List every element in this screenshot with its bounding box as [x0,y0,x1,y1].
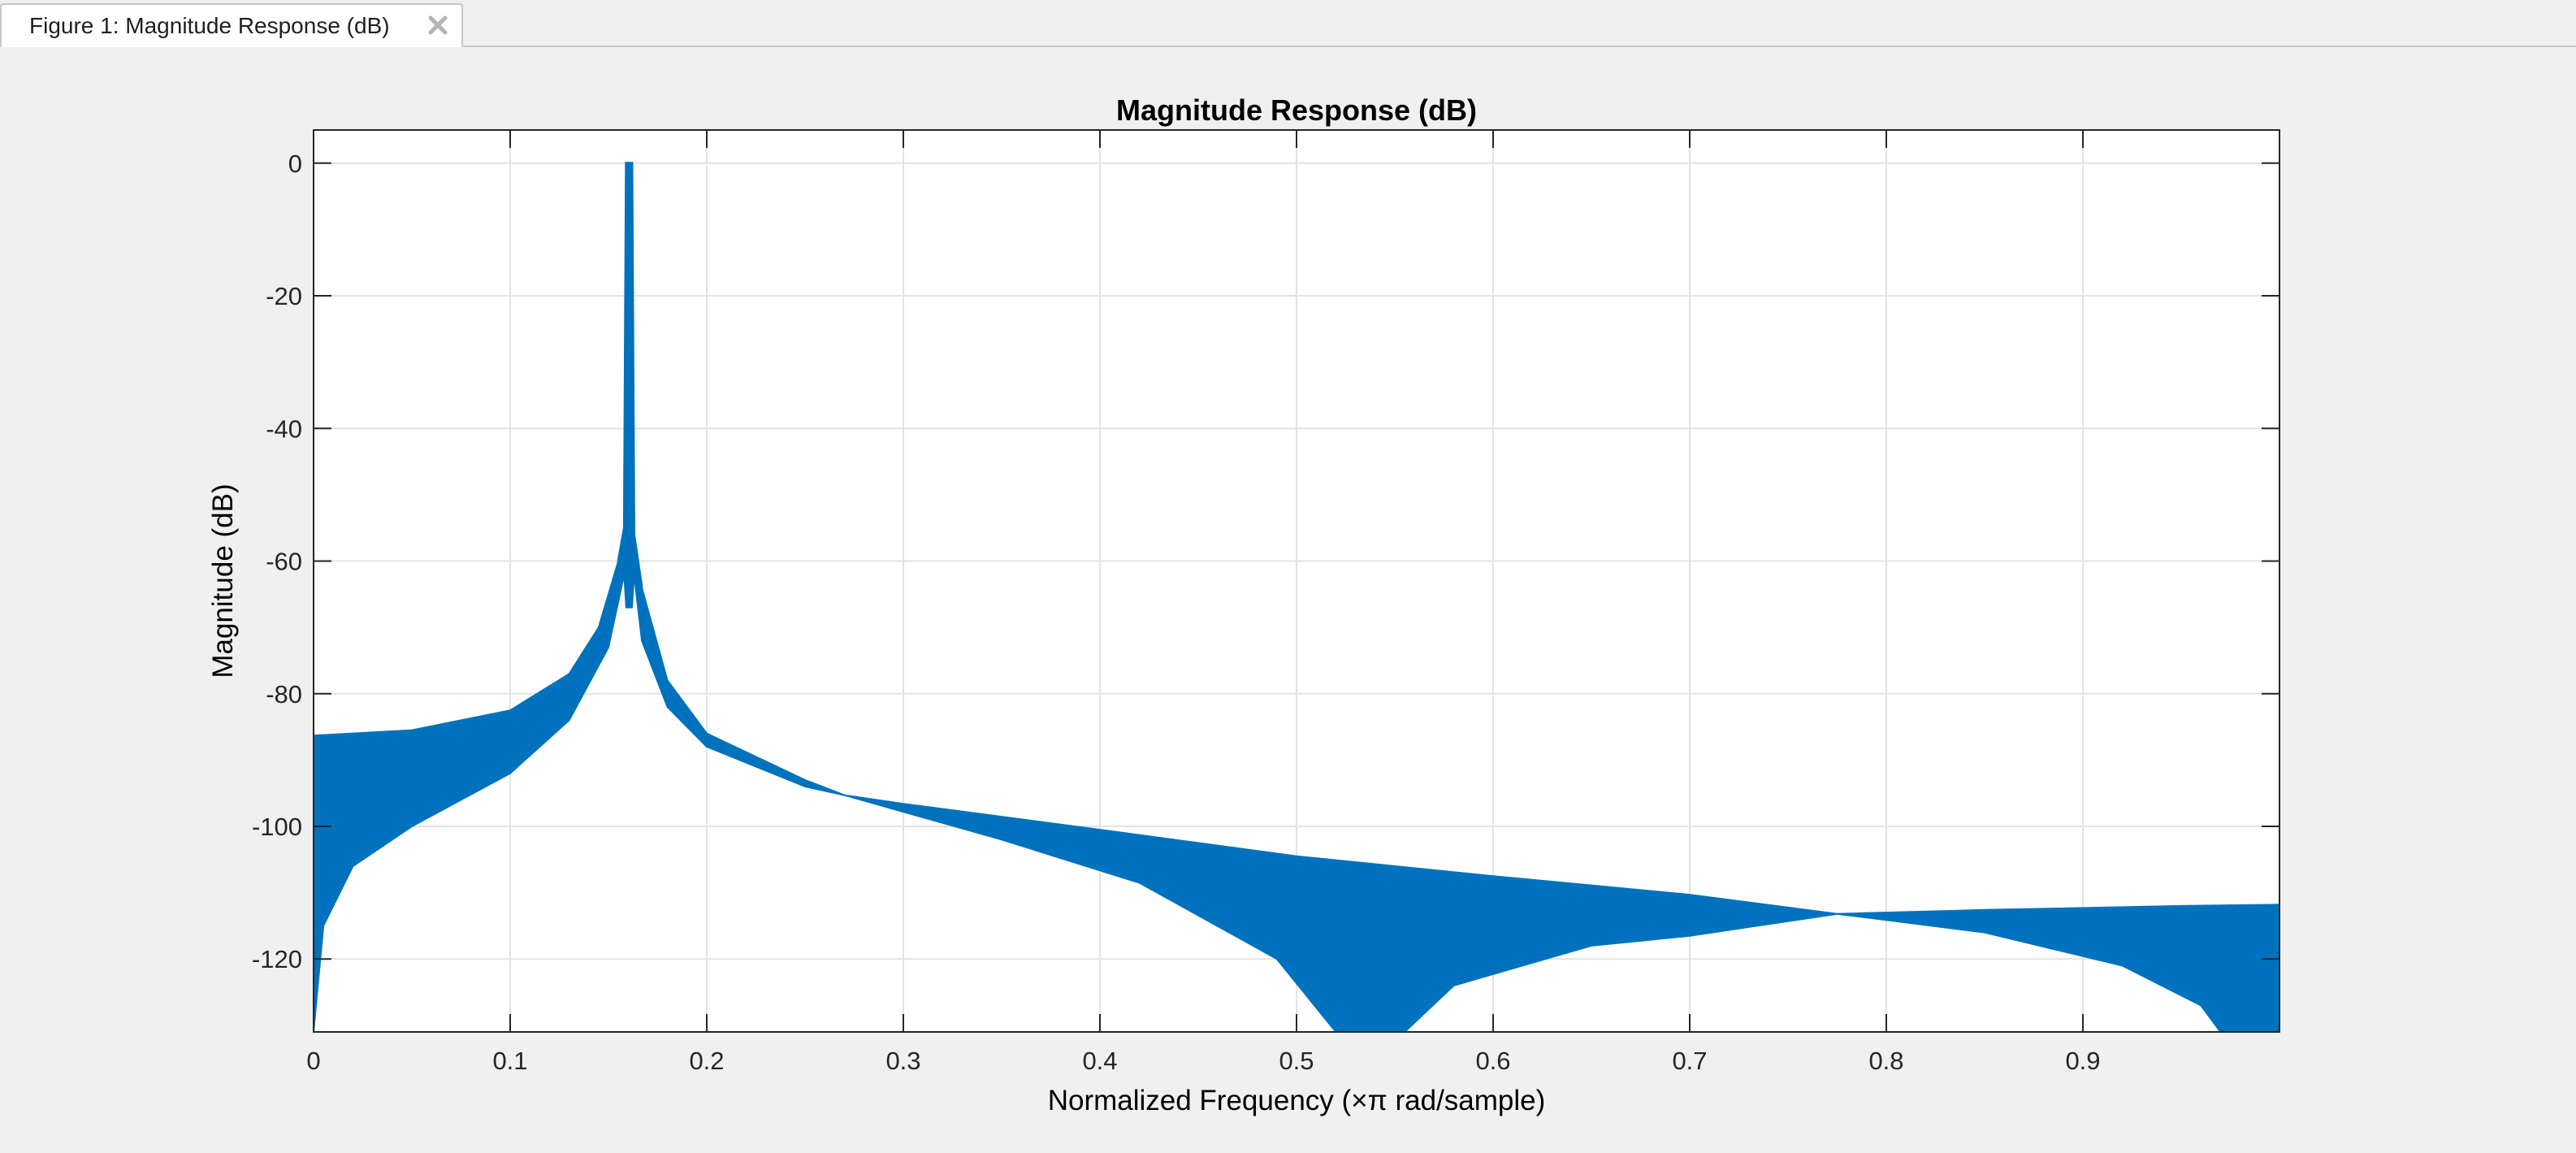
x-tick-label: 0 [306,1047,320,1075]
y-tick-label: -20 [266,282,302,310]
x-tick-label: 0.2 [689,1047,724,1075]
x-tick-label: 0.9 [2065,1047,2100,1075]
grid-lines [314,130,2279,1032]
figure-canvas: 0 0.1 0.2 0.3 0.4 0.5 0.6 0.7 0.8 0.9 0 -20 -40 -60 -8… [0,47,2576,1153]
x-tick-label: 0.8 [1868,1047,1903,1075]
y-tick-label: -100 [252,813,302,841]
plot-border [313,129,2280,1033]
x-tick-label: 0.1 [492,1047,527,1075]
x-tick-label: 0.4 [1082,1047,1117,1075]
figure-tab[interactable]: Figure 1: Magnitude Response (dB) [0,3,463,47]
passband-peak-line [617,162,643,588]
x-tick-label: 0.7 [1672,1047,1707,1075]
y-tick-label: -60 [266,548,302,576]
y-tick-label: 0 [288,150,302,178]
close-x-icon[interactable] [424,11,452,39]
y-tick-label: -40 [266,414,302,443]
y-axis-label: Magnitude (dB) [207,483,239,678]
response-band-layer [313,162,2280,1033]
figure-tab-title: Figure 1: Magnitude Response (dB) [29,13,390,38]
chart-title: Magnitude Response (dB) [1116,93,1477,127]
figure-tab-bar: Figure 1: Magnitude Response (dB) [0,0,2576,47]
x-tick-label: 0.6 [1475,1047,1510,1075]
y-tick-label: -80 [266,680,302,709]
magnitude-response-chart: 0 0.1 0.2 0.3 0.4 0.5 0.6 0.7 0.8 0.9 0 -20 -40 -60 -8… [207,93,2280,1116]
x-tick-label: 0.3 [885,1047,920,1075]
x-tick-label: 0.5 [1279,1047,1314,1075]
y-tick-label: -120 [252,945,302,973]
x-axis-label: Normalized Frequency (×π rad/sample) [1048,1085,1546,1116]
